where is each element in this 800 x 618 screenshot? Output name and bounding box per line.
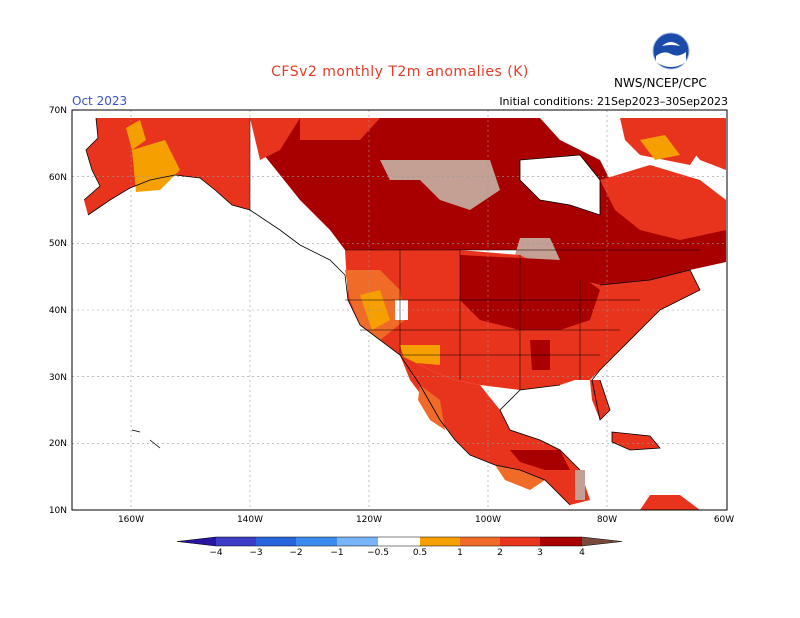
colorbar-segment — [337, 537, 378, 546]
colorbar-label: 4 — [579, 548, 585, 558]
latitude-labels: 70N 60N 50N 40N 30N 20N 10N — [49, 106, 67, 516]
lon-label: 140W — [237, 515, 263, 525]
colorbar-segment — [177, 537, 216, 546]
forecast-month: Oct 2023 — [72, 94, 128, 108]
noaa-logo-icon — [652, 32, 690, 70]
lon-label: 160W — [118, 515, 144, 525]
lat-label: 70N — [49, 106, 67, 116]
map-frame — [71, 109, 728, 511]
longitude-labels: 160W 140W 120W 100W 80W 60W — [118, 515, 734, 525]
lat-label: 10N — [49, 506, 67, 516]
lon-label: 60W — [714, 515, 734, 525]
colorbar-segment — [256, 537, 296, 546]
lat-label: 20N — [49, 439, 67, 449]
colorbar-segment — [582, 537, 622, 546]
colorbar-label: 0.5 — [413, 548, 427, 558]
colorbar-segment — [460, 537, 500, 546]
colorbar-label: −4 — [209, 548, 223, 558]
colorbar-segment — [378, 537, 420, 546]
colorbar-label: −0.5 — [367, 548, 389, 558]
agency-label: NWS/NCEP/CPC — [614, 76, 707, 90]
colorbar-segment — [500, 537, 540, 546]
colorbar-label: −2 — [289, 548, 302, 558]
colorbar-label: 2 — [497, 548, 503, 558]
colorbar-label: −3 — [249, 548, 262, 558]
borders — [249, 118, 700, 390]
map-title: CFSv2 monthly T2m anomalies (K) — [271, 64, 529, 80]
lat-label: 30N — [49, 373, 67, 383]
colorbar-segment — [296, 537, 337, 546]
lon-label: 120W — [356, 515, 382, 525]
colorbar-label: 1 — [457, 548, 463, 558]
colorbar: −4 −3 −2 −1 −0.5 0.5 1 2 3 4 — [176, 536, 623, 558]
initial-conditions: Initial conditions: 21Sep2023–30Sep2023 — [499, 95, 728, 108]
graticule — [72, 110, 727, 510]
colorbar-segment — [420, 537, 460, 546]
colorbar-segment — [216, 537, 256, 546]
lon-label: 80W — [597, 515, 617, 525]
colorbar-label: −1 — [330, 548, 343, 558]
coastlines — [83, 117, 701, 506]
colorbar-outline — [176, 536, 623, 547]
lat-label: 40N — [49, 306, 67, 316]
colorbar-label: 3 — [537, 548, 543, 558]
lon-label: 100W — [475, 515, 501, 525]
lat-label: 60N — [49, 173, 67, 183]
colorbar-segment — [540, 537, 582, 546]
lat-label: 50N — [49, 239, 67, 249]
